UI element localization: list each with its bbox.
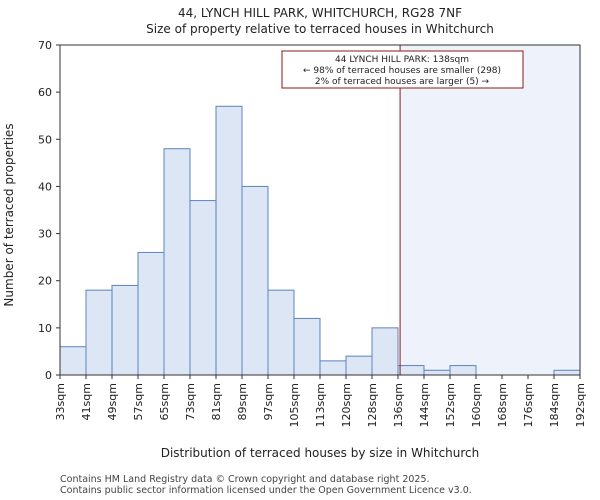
footer-copyright: Contains HM Land Registry data © Crown c… [60, 474, 430, 485]
bars [59, 105, 581, 376]
x-tick-label-41sqm: 41sqm [80, 383, 93, 420]
y-tick-label-0: 0 [45, 369, 52, 382]
y-tick-label-10: 10 [38, 322, 52, 335]
annotation-box: 44 LYNCH HILL PARK: 138sqm ← 98% of terr… [281, 50, 524, 89]
x-tick-label-120sqm: 120sqm [340, 383, 353, 427]
chart-title: 44, LYNCH HILL PARK, WHITCHURCH, RG28 7N… [178, 6, 462, 20]
y-axis-ticks: 0 10 20 30 40 50 60 70 [38, 39, 60, 382]
x-tick-label-152sqm: 152sqm [444, 383, 457, 427]
bar-97sqm [267, 289, 295, 376]
y-tick-label-50: 50 [38, 133, 52, 146]
bar-105sqm [293, 317, 321, 376]
x-axis-ticks: 33sqm 41sqm 49sqm 57sqm 65sqm 73sqm 81sqm 89sqm… [54, 375, 587, 427]
bar-81sqm [215, 105, 243, 376]
bar-33sqm [59, 346, 87, 376]
x-axis-label: Distribution of terraced houses by size … [161, 446, 480, 460]
bar-120sqm [345, 355, 373, 376]
bar-136sqm [397, 365, 425, 376]
bar-65sqm [163, 148, 191, 376]
plot-area: 0 10 20 30 40 50 60 70 33sqm 41sqm 49sqm 57sqm 65sq… [38, 39, 587, 427]
bar-41sqm [85, 289, 113, 376]
x-tick-label-136sqm: 136sqm [392, 383, 405, 427]
y-axis-label: Number of terraced properties [2, 123, 16, 306]
x-tick-label-192sqm: 192sqm [574, 383, 587, 427]
y-tick-label-30: 30 [38, 228, 52, 241]
larger-houses-shade [400, 45, 580, 375]
x-tick-label-113sqm: 113sqm [314, 383, 327, 427]
x-tick-label-81sqm: 81sqm [210, 383, 223, 420]
bar-49sqm [111, 284, 139, 376]
y-tick-label-60: 60 [38, 86, 52, 99]
y-tick-label-70: 70 [38, 39, 52, 52]
bar-57sqm [137, 251, 165, 376]
bar-184sqm [553, 369, 581, 376]
x-tick-label-160sqm: 160sqm [470, 383, 483, 427]
x-tick-label-57sqm: 57sqm [132, 383, 145, 420]
annotation-line-1: 44 LYNCH HILL PARK: 138sqm [335, 55, 469, 65]
y-tick-label-20: 20 [38, 275, 52, 288]
annotation-line-2: ← 98% of terraced houses are smaller (29… [303, 66, 501, 76]
x-tick-label-73sqm: 73sqm [184, 383, 197, 420]
bar-89sqm [241, 185, 269, 376]
x-tick-label-97sqm: 97sqm [262, 383, 275, 420]
x-tick-label-89sqm: 89sqm [236, 383, 249, 420]
chart-subtitle: Size of property relative to terraced ho… [146, 22, 494, 36]
bar-73sqm [189, 200, 217, 376]
x-tick-label-144sqm: 144sqm [418, 383, 431, 427]
bar-113sqm [319, 360, 347, 376]
x-tick-label-49sqm: 49sqm [106, 383, 119, 420]
x-tick-label-65sqm: 65sqm [158, 383, 171, 420]
x-tick-label-128sqm: 128sqm [366, 383, 379, 427]
x-tick-label-33sqm: 33sqm [54, 383, 67, 420]
bar-128sqm [371, 327, 399, 376]
x-tick-label-176sqm: 176sqm [522, 383, 535, 427]
x-tick-label-168sqm: 168sqm [496, 383, 509, 427]
x-tick-label-184sqm: 184sqm [548, 383, 561, 427]
x-tick-label-105sqm: 105sqm [288, 383, 301, 427]
footer-licence: Contains public sector information licen… [60, 485, 472, 496]
annotation-line-3: 2% of terraced houses are larger (5) → [315, 77, 490, 87]
bar-144sqm [423, 369, 451, 376]
y-tick-label-40: 40 [38, 180, 52, 193]
bar-152sqm [449, 365, 477, 376]
